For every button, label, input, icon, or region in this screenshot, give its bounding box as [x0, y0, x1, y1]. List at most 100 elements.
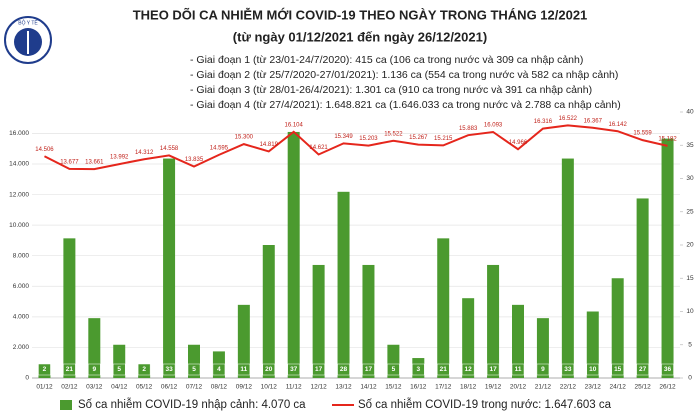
bar-label-box: [611, 363, 624, 376]
bar-label: 2: [142, 366, 146, 373]
bar: [312, 264, 325, 378]
x-tick-label: 05/12: [136, 384, 153, 391]
line-label: 16.093: [484, 123, 503, 129]
x-tick-label: 23/12: [585, 384, 602, 391]
y2-tick-label: 5: [688, 341, 692, 348]
y2-tick-label: 30: [686, 175, 694, 182]
line-label: 14.819: [260, 142, 279, 148]
line-label: 15.203: [359, 136, 378, 142]
bar-label: 9: [541, 366, 545, 373]
bar-label: 5: [392, 366, 396, 373]
bar-label-box: [636, 363, 649, 376]
bar: [586, 311, 599, 378]
bar-label: 33: [564, 366, 572, 373]
y2-tick-label: 35: [686, 142, 694, 149]
bar-label-box: [63, 363, 76, 376]
y2-tick-label: 20: [686, 242, 694, 249]
bar-label: 12: [465, 366, 473, 373]
x-tick-label: 11/12: [286, 384, 302, 391]
bar-label-box: [511, 363, 525, 376]
y-tick-label: 4.000: [13, 314, 30, 321]
bar-label-box: [237, 363, 251, 376]
bar-label: 27: [639, 366, 647, 373]
bar-label: 5: [192, 366, 196, 373]
bar: [512, 304, 524, 378]
x-tick-label: 06/12: [161, 384, 178, 391]
logo-text: BỘ Y TẾ: [18, 19, 38, 26]
bar-label: 21: [66, 366, 74, 373]
x-tick-label: 02/12: [61, 384, 78, 391]
bar-label-box: [187, 363, 201, 376]
x-tick-label: 20/12: [510, 384, 527, 391]
bar-label-box: [88, 363, 101, 376]
y2-tick-label: 10: [686, 308, 694, 315]
bar: [487, 264, 500, 378]
line-label: 15.559: [633, 131, 652, 137]
x-tick-label: 04/12: [111, 384, 128, 391]
x-tick-label: 18/12: [460, 384, 477, 391]
bar: [287, 131, 300, 378]
bar-label: 20: [265, 366, 273, 373]
line-label: 13.677: [60, 159, 79, 165]
bar: [237, 304, 250, 378]
bar-label: 4: [217, 366, 221, 373]
x-tick-label: 26/12: [659, 384, 676, 391]
bar-label: 11: [515, 366, 522, 373]
bar-label: 15: [614, 366, 622, 373]
x-tick-label: 08/12: [211, 384, 228, 391]
bar-label-box: [661, 363, 674, 376]
bar: [636, 198, 649, 378]
bar-label-box: [561, 363, 575, 376]
line-label: 14.312: [135, 150, 154, 156]
legend-label: Số ca nhiễm COVID-19 trong nước: 1.647.6…: [358, 398, 612, 411]
note: - Giai đoạn 3 (từ 28/01-26/4/2021): 1.30…: [190, 84, 592, 96]
x-tick-label: 01/12: [36, 384, 53, 391]
y2-tick-label: 25: [686, 208, 694, 215]
line-label: 15.522: [384, 131, 403, 137]
x-tick-label: 21/12: [535, 384, 552, 391]
bar: [88, 318, 101, 378]
line-label: 16.367: [584, 118, 603, 124]
bar-label: 3: [416, 366, 420, 373]
bar-label: 37: [290, 366, 298, 373]
bar-label: 10: [589, 366, 597, 373]
bar: [337, 191, 350, 378]
bar-label: 17: [489, 366, 497, 373]
line-label: 14.506: [35, 147, 54, 153]
x-tick-label: 19/12: [485, 384, 502, 391]
line: [44, 124, 668, 171]
bar-label: 9: [92, 366, 96, 373]
bar-label: 5: [117, 366, 121, 373]
bar-label: 28: [340, 366, 348, 373]
note: - Giai đoạn 2 (từ 25/7/2020-27/01/2021):…: [190, 69, 618, 81]
y-tick-label: 12.000: [9, 191, 29, 198]
bar-label-box: [312, 363, 325, 376]
bar: [163, 158, 176, 378]
bar-label-box: [337, 363, 350, 376]
bar-label-box: [262, 363, 276, 376]
bar-label-box: [162, 363, 176, 376]
y2-tick-label: 40: [686, 109, 694, 116]
bar: [661, 138, 674, 378]
legend-swatch: [60, 400, 72, 410]
bar-label: 17: [365, 366, 373, 373]
line-label: 13.835: [185, 157, 204, 163]
bar-label: 11: [240, 366, 247, 373]
note: - Giai đoạn 4 (từ 27/4/2021): 1.648.821 …: [190, 99, 621, 111]
line-label: 14.621: [309, 145, 328, 151]
x-tick-label: 16/12: [410, 384, 427, 391]
y-tick-label: 16.000: [9, 130, 29, 137]
bar: [611, 278, 624, 378]
bar-label-box: [212, 363, 226, 376]
y2-tick-label: 0: [688, 375, 692, 382]
line-label: 15.182: [658, 136, 677, 142]
y-tick-label: 6.000: [13, 283, 30, 290]
line-label: 16.316: [534, 119, 553, 125]
bar: [462, 298, 475, 378]
line-label: 15.883: [459, 126, 478, 132]
y-tick-label: 2.000: [13, 344, 30, 351]
bar: [63, 238, 76, 378]
line-label: 15.300: [235, 135, 254, 141]
bar-label-box: [137, 363, 151, 376]
